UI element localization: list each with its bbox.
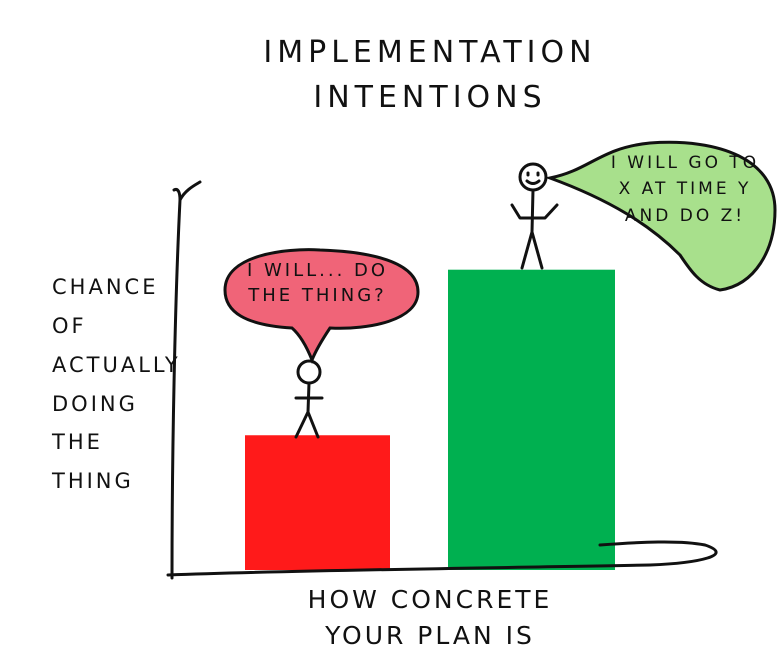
x-axis-label: How concrete your plan is <box>307 585 553 651</box>
x-axis <box>166 540 718 577</box>
annotation: I will... do the thing? <box>246 260 389 307</box>
speech-bubble <box>223 248 420 365</box>
speech-bubble <box>544 140 777 292</box>
chart-title: Implementation Intentions <box>263 35 597 115</box>
bar <box>245 435 390 570</box>
stick-figure <box>294 359 324 439</box>
y-axis-label: Chance of actually doing the thing <box>52 275 181 494</box>
annotation: I will go to X at time Y and do Z! <box>610 153 760 226</box>
bar <box>448 269 615 570</box>
stick-figure <box>510 162 559 270</box>
y-axis <box>170 180 202 580</box>
